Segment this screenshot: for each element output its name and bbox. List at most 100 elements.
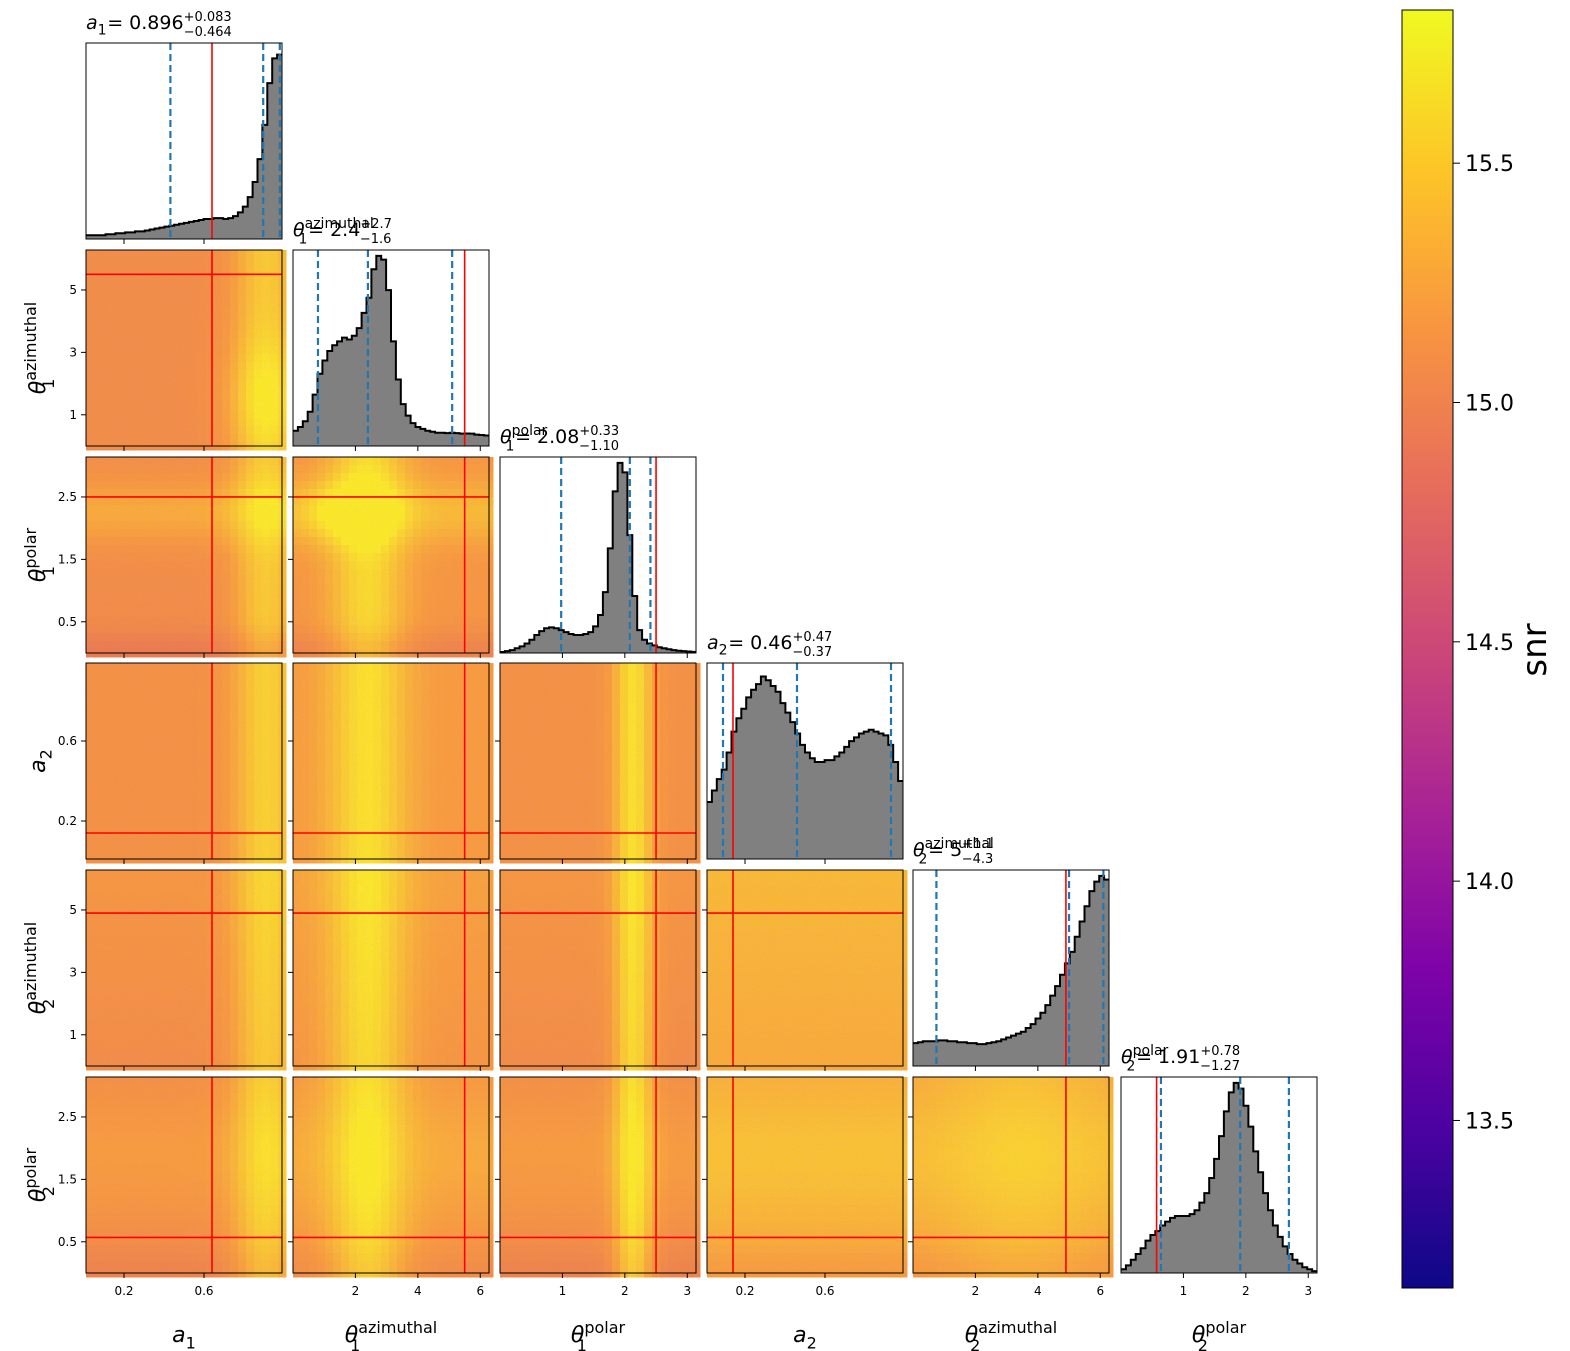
y-tick-label: 2.5 (58, 490, 77, 504)
colorbar-tick-label: 14.0 (1465, 870, 1514, 895)
panel-frame (499, 1076, 697, 1274)
hist-outline (86, 53, 282, 237)
panel-frame (85, 869, 283, 1067)
colorbar-tick-label: 14.5 (1465, 631, 1514, 656)
hist-panel-t1pol (499, 456, 697, 658)
x-tick-label: 6 (1096, 1284, 1104, 1298)
x-tick-label: 1 (1180, 1284, 1188, 1298)
x-tick-label: 1 (559, 1284, 567, 1298)
panel-frame (499, 869, 697, 1067)
panel-frame (292, 662, 490, 860)
x-tick-label: 3 (683, 1284, 691, 1298)
y-axis-label-a2: a2 (26, 749, 56, 773)
x-axis-label-t2az: θazimuthal 2 (965, 1318, 1058, 1351)
y-tick-label: 5 (69, 903, 77, 917)
y-axis-label-t2az: θazimuthal2 (21, 922, 58, 1015)
x-tick-label: 0.2 (735, 1284, 754, 1298)
x-axis-label-t1az: θazimuthal 1 (345, 1318, 438, 1351)
density-panel-t1pol-vs-t2pol (495, 1076, 701, 1278)
y-tick-label: 5 (69, 283, 77, 297)
hist-outline (707, 675, 903, 803)
x-tick-label: 2 (621, 1284, 629, 1298)
density-panel-t1az-vs-a2 (288, 662, 494, 864)
density-cells (86, 663, 287, 864)
x-tick-label: 2 (352, 1284, 360, 1298)
hist-outline (500, 461, 696, 654)
panel-frame (85, 456, 283, 654)
hist-panel-a2 (706, 662, 904, 864)
density-panel-a1-vs-a2 (81, 662, 287, 864)
panel-frame (292, 249, 490, 447)
x-tick-label: 2 (972, 1284, 980, 1298)
x-tick-label: 0.6 (194, 1284, 213, 1298)
hist-fill (913, 875, 1109, 1066)
colorbar-label: snr (1515, 623, 1555, 676)
density-panel-a1-vs-t2pol (81, 1076, 287, 1278)
y-axis-label-t1pol: θpolar1 (21, 527, 58, 582)
hist-panel-t2pol (1120, 1076, 1318, 1278)
colorbar-tick-label: 15.5 (1465, 152, 1514, 177)
panel-frame (85, 1076, 283, 1274)
y-axis-label-t1az: θazimuthal1 (21, 302, 58, 395)
x-tick-label: 2 (1242, 1284, 1250, 1298)
panels-layer (81, 42, 1318, 1278)
y-tick-label: 3 (69, 965, 77, 979)
density-cells (707, 870, 908, 1071)
hist-fill (86, 54, 282, 239)
x-axis-label-t1pol: θpolar 1 (571, 1318, 626, 1351)
panel-frame (292, 1076, 490, 1274)
hist-title-t1az: θazimuthal 1 = 2.4+2.7 −1.6 (293, 216, 392, 248)
x-axis-label-a1: a1 (172, 1323, 196, 1351)
y-tick-label: 0.2 (58, 814, 77, 828)
density-cells (293, 1077, 494, 1278)
density-panel-t1az-vs-t2pol (288, 1076, 494, 1278)
panel-frame (706, 1076, 904, 1274)
density-panel-a1-vs-t2az (81, 869, 287, 1071)
x-tick-label: 0.2 (114, 1284, 133, 1298)
colorbar-gradient (1401, 9, 1454, 1289)
y-tick-label: 3 (69, 345, 77, 359)
y-tick-label: 0.5 (58, 1235, 77, 1249)
panel-frame (499, 456, 697, 654)
y-axis-label-t2pol: θpolar2 (21, 1147, 58, 1202)
hist-outline (293, 254, 489, 437)
x-tick-label: 4 (1034, 1284, 1042, 1298)
y-tick-label: 0.5 (58, 615, 77, 629)
labels-layer: 1 3 5 0.5 1.5 2.5 0.2 0.6 1 3 5 0.2 0.6 0.5 1.5 2.5 2 4 6 1… (21, 10, 1312, 1351)
hist-title-a2: a2 = 0.46+0.47 −0.37 (707, 630, 832, 660)
hist-outline (1121, 1081, 1317, 1273)
panel-frame (85, 42, 283, 240)
panel-frame (706, 662, 904, 860)
colorbar-tick-label: 15.0 (1465, 391, 1514, 416)
density-cells (707, 1077, 908, 1278)
panel-frame (292, 869, 490, 1067)
hist-title-t2az: θazimuthal 2 = 5+1.1 −4.3 (913, 836, 994, 868)
x-axis-label-a2: a2 (793, 1323, 817, 1351)
density-cells (86, 870, 287, 1071)
hist-panel-a1 (85, 42, 283, 244)
panel-frame (1120, 1076, 1318, 1274)
density-cells (913, 1077, 1114, 1278)
density-panel-t1pol-vs-a2 (495, 662, 701, 864)
density-cells (293, 457, 494, 658)
panel-frame (912, 869, 1110, 1067)
density-panel-t1az-vs-t1pol (288, 456, 494, 658)
x-tick-label: 0.6 (815, 1284, 834, 1298)
panel-frame (499, 662, 697, 860)
hist-panel-t1az (292, 249, 490, 451)
density-panel-a2-vs-t2az (702, 869, 908, 1071)
hist-title-a1: a1 = 0.896+0.083 −0.464 (86, 10, 232, 40)
hist-outline (913, 874, 1109, 1046)
colorbar-tick-label: 13.5 (1465, 1109, 1514, 1134)
density-cells (86, 457, 287, 658)
x-tick-label: 4 (414, 1284, 422, 1298)
y-tick-label: 2.5 (58, 1110, 77, 1124)
hist-fill (1121, 1082, 1317, 1273)
density-cells (86, 250, 287, 451)
y-tick-label: 1.5 (58, 1172, 77, 1186)
hist-panel-t2az (912, 869, 1110, 1071)
y-tick-label: 1 (69, 408, 77, 422)
hist-title-t2pol: θpolar 2 = 1.91+0.78 −1.27 (1121, 1043, 1240, 1075)
hist-title-t1pol: θpolar 1 = 2.08+0.33 −1.10 (500, 423, 619, 455)
